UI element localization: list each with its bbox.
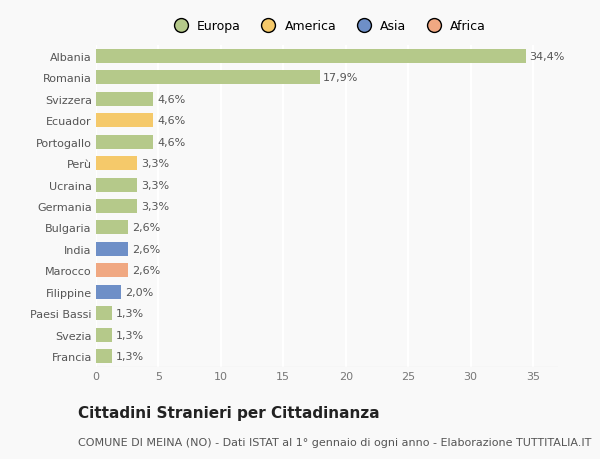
Text: 1,3%: 1,3% (116, 308, 144, 319)
Text: 3,3%: 3,3% (141, 180, 169, 190)
Legend: Europa, America, Asia, Africa: Europa, America, Asia, Africa (168, 20, 486, 33)
Bar (96, 264, 128, 278)
Bar (96, 135, 154, 149)
Text: 1,3%: 1,3% (116, 352, 144, 362)
Text: 3,3%: 3,3% (141, 202, 169, 212)
Text: Cittadini Stranieri per Cittadinanza: Cittadini Stranieri per Cittadinanza (78, 405, 380, 420)
Text: 2,6%: 2,6% (132, 223, 160, 233)
Text: 4,6%: 4,6% (157, 137, 185, 147)
Text: COMUNE DI MEINA (NO) - Dati ISTAT al 1° gennaio di ogni anno - Elaborazione TUTT: COMUNE DI MEINA (NO) - Dati ISTAT al 1° … (78, 437, 592, 448)
Bar (96, 71, 320, 85)
Bar (96, 92, 154, 106)
Text: 34,4%: 34,4% (529, 51, 565, 62)
Text: 2,0%: 2,0% (125, 287, 153, 297)
Bar (96, 328, 112, 342)
Bar (96, 157, 137, 171)
Bar (96, 349, 112, 364)
Text: 4,6%: 4,6% (157, 95, 185, 105)
Bar (96, 50, 526, 63)
Bar (96, 114, 154, 128)
Text: 2,6%: 2,6% (132, 266, 160, 276)
Bar (96, 285, 121, 299)
Text: 4,6%: 4,6% (157, 116, 185, 126)
Bar (96, 242, 128, 256)
Bar (96, 200, 137, 213)
Bar (96, 178, 137, 192)
Text: 1,3%: 1,3% (116, 330, 144, 340)
Text: 3,3%: 3,3% (141, 159, 169, 169)
Text: 2,6%: 2,6% (132, 244, 160, 254)
Bar (96, 221, 128, 235)
Text: 17,9%: 17,9% (323, 73, 359, 83)
Bar (96, 307, 112, 320)
